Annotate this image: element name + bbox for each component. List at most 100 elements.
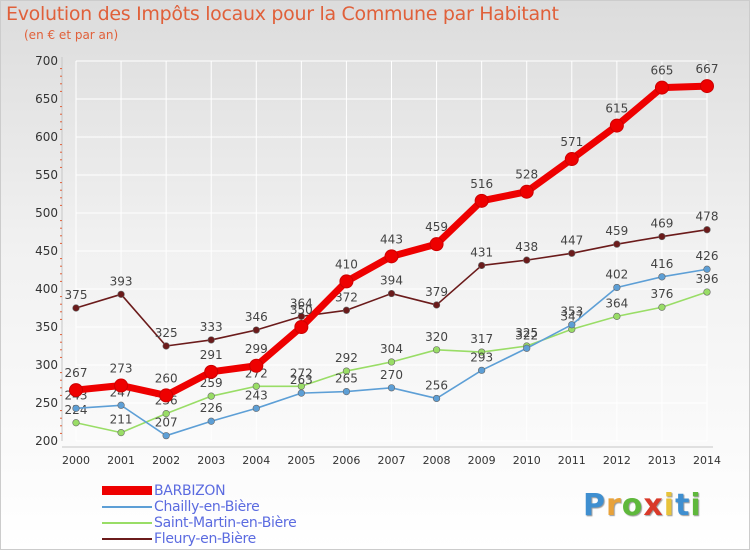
data-point-saint-martin-en-bi-re — [432, 346, 441, 354]
data-label-barbizon: 410 — [335, 257, 358, 271]
data-label-barbizon: 273 — [110, 362, 133, 376]
data-point-fleury-en-bi-re — [72, 304, 80, 312]
logo-letter: o — [621, 488, 644, 523]
data-point-chailly-en-bi-re — [387, 384, 396, 392]
data-label-barbizon: 516 — [470, 177, 493, 191]
y-tick-label: 350 — [35, 320, 58, 334]
data-label-fleury-en-bi-re: 469 — [650, 217, 673, 231]
data-point-barbizon — [294, 320, 309, 334]
data-label-chailly-en-bi-re: 256 — [425, 378, 448, 392]
data-label-fleury-en-bi-re: 372 — [335, 290, 358, 304]
y-tick-label: 550 — [35, 168, 58, 182]
data-label-barbizon: 615 — [605, 102, 628, 116]
data-label-saint-martin-en-bi-re: 259 — [200, 376, 223, 390]
data-point-chailly-en-bi-re — [207, 417, 215, 425]
data-point-barbizon — [474, 193, 489, 208]
legend-swatch-saint-martin — [102, 522, 152, 524]
data-label-fleury-en-bi-re: 393 — [110, 274, 133, 288]
data-point-chailly-en-bi-re — [432, 394, 441, 403]
data-point-saint-martin-en-bi-re — [207, 392, 215, 400]
legend-label-barbizon: BARBIZON — [154, 483, 226, 499]
y-tick-label: 450 — [35, 244, 58, 258]
data-point-barbizon — [519, 184, 534, 199]
data-label-saint-martin-en-bi-re: 364 — [605, 296, 628, 310]
logo-letter: x — [643, 488, 664, 523]
data-label-saint-martin-en-bi-re: 320 — [425, 330, 448, 344]
data-point-saint-martin-en-bi-re — [117, 429, 125, 437]
data-label-barbizon: 459 — [425, 220, 448, 234]
data-point-barbizon — [429, 237, 444, 252]
x-tick-label: 2000 — [62, 454, 90, 467]
logo-letter: t — [675, 488, 691, 523]
data-label-saint-martin-en-bi-re: 317 — [470, 332, 493, 346]
x-tick-label: 2003 — [197, 454, 225, 467]
data-point-fleury-en-bi-re — [432, 301, 441, 309]
data-point-barbizon — [654, 80, 669, 95]
x-tick-label: 2009 — [468, 454, 496, 467]
data-label-barbizon: 667 — [696, 62, 719, 76]
data-label-fleury-en-bi-re: 346 — [245, 310, 268, 324]
data-point-barbizon — [204, 364, 219, 379]
data-label-fleury-en-bi-re: 394 — [380, 274, 403, 288]
data-point-fleury-en-bi-re — [478, 261, 486, 270]
data-label-fleury-en-bi-re: 364 — [290, 296, 313, 310]
data-label-chailly-en-bi-re: 353 — [560, 305, 583, 319]
x-tick-label: 2002 — [152, 454, 180, 467]
data-label-chailly-en-bi-re: 402 — [605, 267, 628, 281]
data-point-saint-martin-en-bi-re — [72, 419, 80, 427]
data-point-barbizon — [609, 118, 624, 133]
data-point-fleury-en-bi-re — [297, 312, 305, 320]
data-point-fleury-en-bi-re — [387, 289, 396, 298]
data-label-barbizon: 443 — [380, 232, 403, 246]
data-point-fleury-en-bi-re — [162, 342, 170, 350]
data-point-saint-martin-en-bi-re — [613, 312, 621, 320]
data-label-barbizon: 571 — [560, 135, 583, 149]
data-label-chailly-en-bi-re: 416 — [650, 257, 673, 271]
data-point-chailly-en-bi-re — [613, 283, 621, 292]
data-label-barbizon: 267 — [65, 366, 88, 380]
proxiti-logo: Proxiti — [583, 488, 702, 523]
data-label-barbizon: 665 — [650, 64, 673, 78]
x-tick-label: 2006 — [332, 454, 360, 467]
x-tick-label: 2010 — [513, 454, 541, 467]
data-point-chailly-en-bi-re — [162, 432, 170, 440]
data-label-chailly-en-bi-re: 263 — [290, 373, 313, 387]
x-tick-label: 2011 — [558, 454, 586, 467]
data-point-chailly-en-bi-re — [658, 273, 666, 281]
data-label-barbizon: 350 — [290, 303, 313, 317]
logo-letter: i — [690, 488, 702, 523]
data-point-barbizon — [339, 274, 354, 289]
x-tick-label: 2008 — [423, 454, 451, 467]
legend-label-chailly: Chailly-en-Bière — [154, 499, 260, 515]
x-tick-label: 2014 — [693, 454, 721, 467]
data-point-fleury-en-bi-re — [523, 256, 531, 264]
data-point-chailly-en-bi-re — [72, 404, 80, 412]
data-point-fleury-en-bi-re — [568, 249, 576, 257]
data-point-barbizon — [159, 388, 174, 403]
data-point-chailly-en-bi-re — [523, 344, 531, 352]
data-label-fleury-en-bi-re: 325 — [155, 326, 178, 340]
data-label-barbizon: 291 — [200, 348, 223, 362]
data-label-chailly-en-bi-re: 243 — [245, 388, 268, 402]
data-point-barbizon — [564, 152, 579, 167]
data-label-fleury-en-bi-re: 375 — [65, 288, 88, 302]
data-point-fleury-en-bi-re — [117, 290, 125, 298]
logo-letter: i — [663, 488, 676, 523]
data-label-chailly-en-bi-re: 322 — [515, 328, 538, 342]
y-tick-label: 400 — [35, 282, 58, 296]
data-point-barbizon — [69, 383, 83, 398]
y-tick-label: 700 — [35, 54, 58, 68]
data-point-chailly-en-bi-re — [568, 321, 576, 329]
data-label-saint-martin-en-bi-re: 325 — [515, 326, 538, 340]
data-point-saint-martin-en-bi-re — [252, 382, 260, 390]
data-label-fleury-en-bi-re: 333 — [200, 320, 223, 334]
x-tick-label: 2012 — [603, 454, 631, 467]
data-label-saint-martin-en-bi-re: 304 — [380, 342, 403, 356]
data-label-barbizon: 528 — [515, 168, 538, 182]
data-point-fleury-en-bi-re — [342, 306, 351, 314]
y-tick-label: 300 — [35, 358, 58, 372]
data-label-barbizon: 260 — [155, 371, 178, 385]
data-point-saint-martin-en-bi-re — [342, 367, 351, 375]
data-point-chailly-en-bi-re — [342, 388, 351, 396]
data-point-saint-martin-en-bi-re — [387, 358, 396, 366]
